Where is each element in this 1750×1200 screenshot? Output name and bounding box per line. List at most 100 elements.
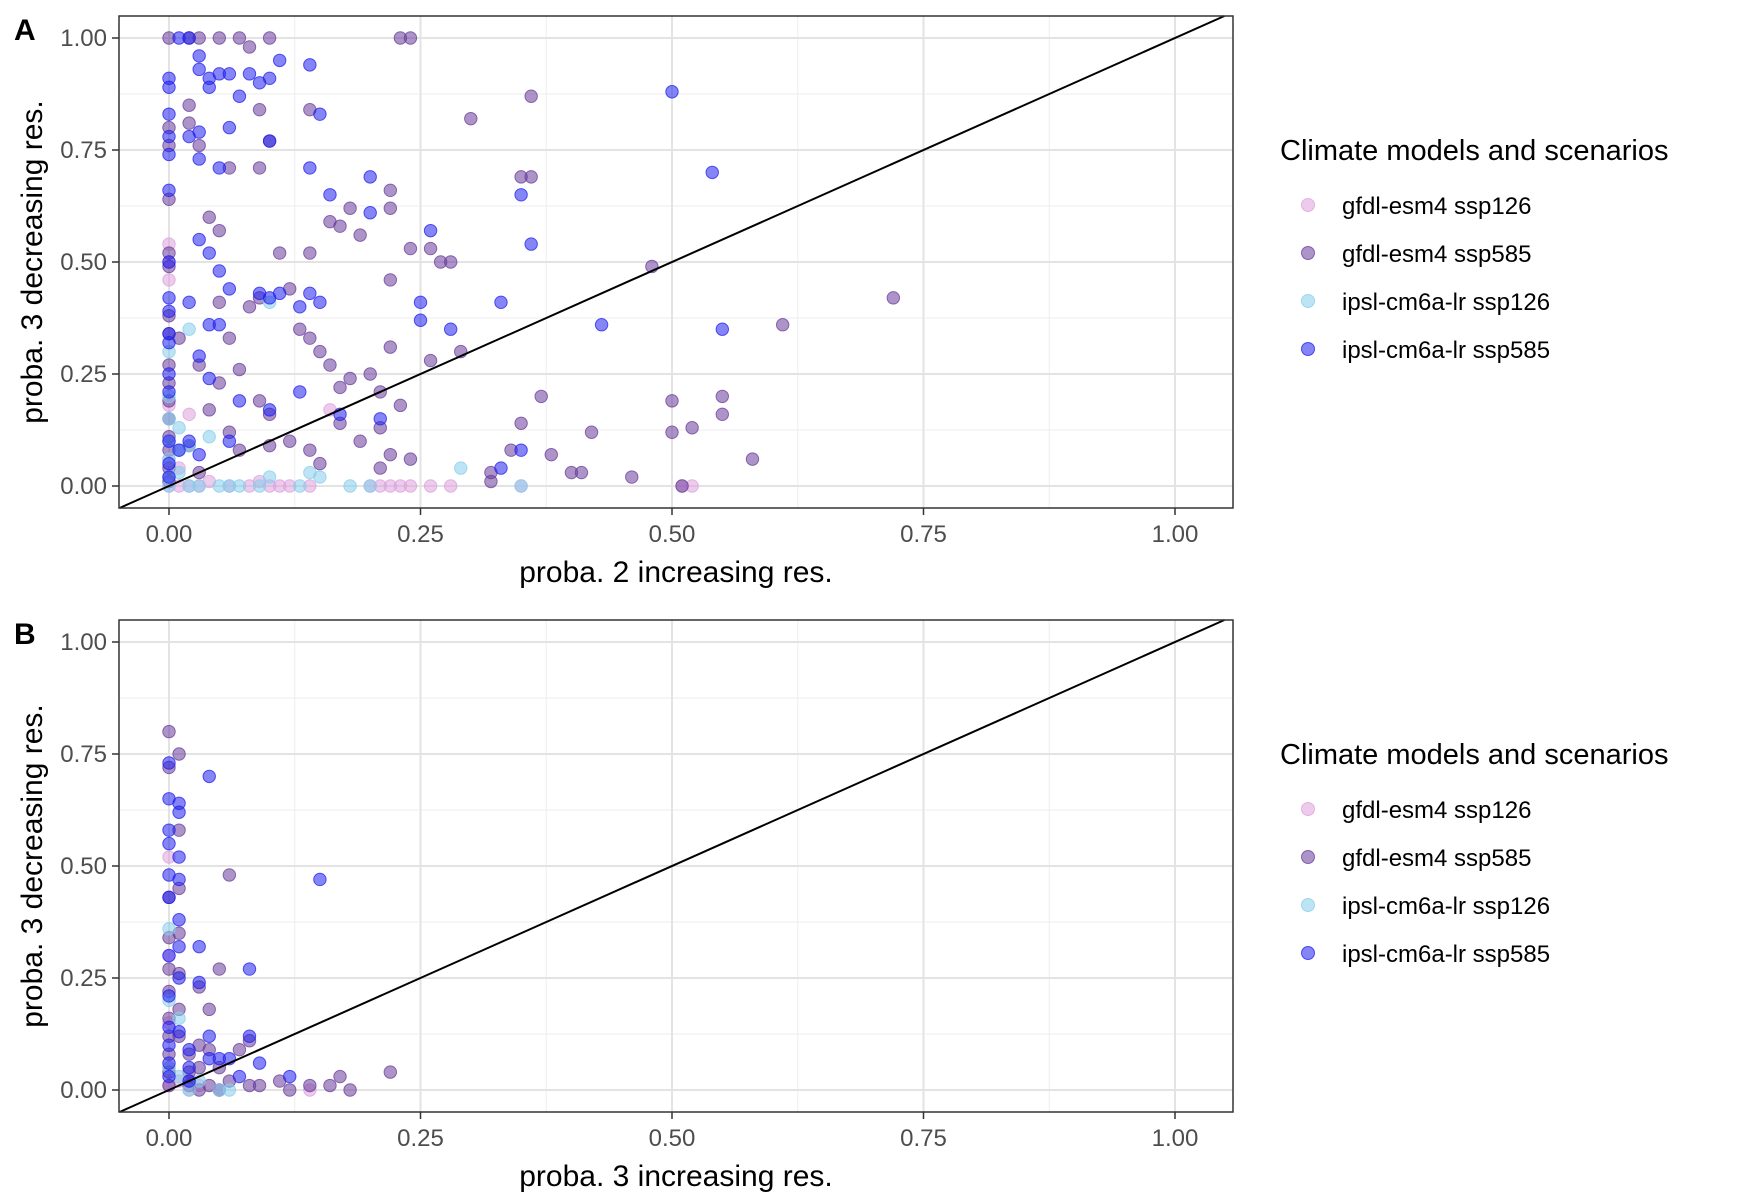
data-point (192, 138, 206, 153)
data-point (242, 40, 257, 54)
legend-key (1301, 294, 1315, 308)
data-point (584, 425, 599, 439)
data-point (333, 380, 347, 395)
data-point (162, 367, 176, 381)
data-point (454, 461, 468, 475)
data-point (202, 430, 216, 444)
legend-title: Climate models and scenarios (1280, 135, 1668, 167)
data-point (715, 322, 729, 336)
data-point (363, 170, 377, 184)
data-point (323, 358, 337, 372)
data-point (544, 447, 558, 462)
data-point (162, 836, 176, 851)
data-point (313, 344, 327, 359)
data-point (303, 443, 317, 457)
data-point (272, 286, 287, 301)
data-point (162, 255, 176, 269)
data-point (252, 1078, 267, 1093)
legend-key (1301, 946, 1315, 960)
data-point (222, 67, 237, 81)
data-point (192, 49, 206, 63)
data-point (222, 120, 237, 135)
data-point (313, 456, 327, 471)
x-axis-title: proba. 3 increasing res. (519, 1160, 833, 1193)
data-point (192, 125, 206, 139)
data-point (202, 1002, 216, 1017)
data-point (665, 85, 679, 99)
data-point (172, 872, 186, 887)
data-point (373, 461, 387, 475)
panel-a: A 0.00 0.25 0.50 0.75 1.00 0.00 0.25 0.50 0.75 1.… (14, 14, 1668, 589)
data-point (363, 367, 377, 381)
data-point (182, 407, 196, 422)
data-point (353, 434, 367, 448)
data-point (665, 425, 679, 439)
data-point (162, 412, 176, 426)
data-point (293, 479, 307, 493)
data-point (202, 1029, 216, 1043)
x-tick-label: 0.50 (649, 1125, 696, 1152)
legend-label: ipsl-cm6a-lr ssp126 (1342, 289, 1550, 316)
data-point (262, 470, 277, 484)
y-tick-label: 0.50 (60, 249, 107, 276)
data-point (363, 206, 377, 220)
data-point (293, 322, 307, 336)
data-point (313, 295, 327, 310)
data-point (212, 295, 227, 310)
data-point (162, 989, 176, 1003)
data-point (192, 62, 206, 77)
data-point (242, 1029, 257, 1043)
data-point (373, 412, 387, 426)
data-point (182, 1060, 196, 1075)
data-point (162, 80, 176, 94)
legend-label: ipsl-cm6a-lr ssp585 (1342, 941, 1550, 968)
data-point (162, 1038, 176, 1052)
legend-label: gfdl-esm4 ssp126 (1342, 797, 1531, 824)
data-point (172, 1011, 186, 1026)
data-point (272, 53, 287, 68)
data-point (675, 479, 689, 493)
x-tick-label: 0.00 (146, 1125, 193, 1152)
data-point (212, 223, 227, 238)
data-point (202, 403, 216, 417)
data-point (162, 922, 176, 936)
legend-label: gfdl-esm4 ssp585 (1342, 845, 1531, 872)
legend-key (1301, 198, 1315, 212)
data-point (222, 434, 237, 448)
data-point (232, 1069, 247, 1084)
data-point (484, 474, 498, 489)
legend: Climate models and scenarios gfdl-esm4 s… (1280, 739, 1668, 968)
data-point (343, 1083, 357, 1097)
y-tick-label: 0.50 (60, 853, 107, 880)
data-point (172, 443, 186, 457)
data-point (323, 1078, 337, 1093)
data-point (162, 107, 176, 121)
data-point (262, 31, 277, 45)
data-point (685, 421, 699, 435)
y-tick-label: 0.75 (60, 741, 107, 768)
data-point (192, 447, 206, 462)
data-point (252, 479, 267, 493)
data-point (564, 465, 579, 480)
panel-label: B (14, 618, 36, 651)
panel-label: A (14, 14, 36, 47)
x-tick-label: 1.00 (1152, 1125, 1199, 1152)
data-point (222, 331, 237, 345)
y-tick-label: 1.00 (60, 25, 107, 52)
data-point (313, 872, 327, 887)
data-point (514, 188, 528, 202)
data-point (162, 273, 176, 287)
data-point (423, 241, 438, 256)
data-point (162, 823, 176, 837)
data-point (524, 89, 538, 103)
data-point (393, 398, 408, 413)
data-point (383, 1065, 398, 1079)
data-point (182, 479, 196, 493)
x-tick-label: 1.00 (1152, 521, 1199, 548)
data-point (182, 116, 196, 130)
data-point (212, 161, 227, 175)
data-point (242, 67, 257, 81)
data-point (192, 152, 206, 166)
data-point (423, 223, 438, 238)
data-point (403, 479, 418, 493)
